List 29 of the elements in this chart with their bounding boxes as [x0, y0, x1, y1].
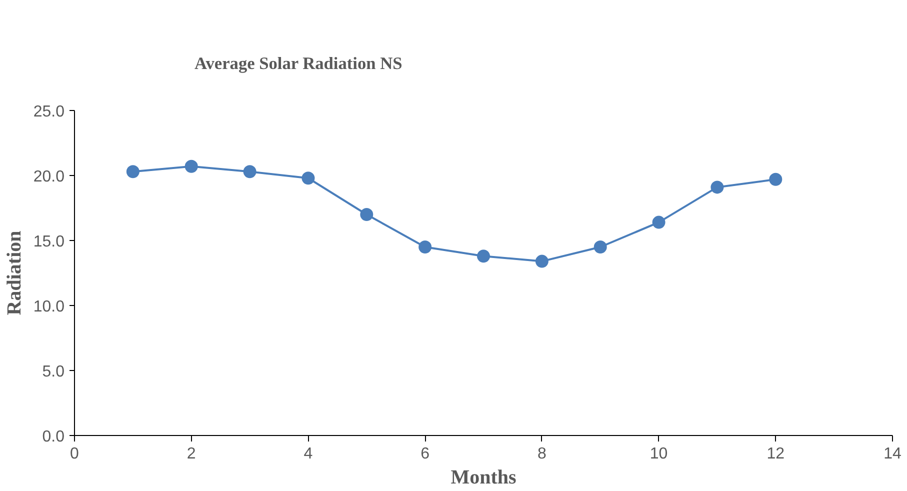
- x-tick-label: 6: [420, 446, 430, 462]
- y-axis-title: Radiation: [3, 230, 26, 316]
- point: [418, 240, 432, 254]
- point: [184, 160, 198, 173]
- x-tick-label: 0: [70, 446, 80, 462]
- point: [710, 180, 724, 194]
- x-tick-label: 10: [650, 446, 668, 462]
- y-tick-label: 0.0: [42, 428, 65, 446]
- y-tick-label: 20.0: [33, 168, 65, 186]
- point: [302, 172, 315, 185]
- x-axis-title: Months: [450, 466, 516, 488]
- point: [535, 254, 548, 268]
- y-tick-label: 25.0: [33, 104, 65, 120]
- point: [360, 208, 374, 221]
- y-tick-label: 15.0: [33, 234, 65, 250]
- point: [477, 250, 490, 263]
- point: [243, 165, 256, 178]
- point: [652, 216, 666, 229]
- y-tick-label: 5.0: [42, 364, 65, 380]
- x-tick-label: 14: [884, 446, 902, 462]
- x-tick-label: 8: [537, 446, 546, 462]
- point: [594, 240, 607, 254]
- x-tick-label: 4: [304, 446, 313, 462]
- point: [769, 172, 782, 186]
- y-tick-label: 10.0: [33, 298, 65, 316]
- x-tick-label: 2: [186, 446, 196, 462]
- x-tick-label: 12: [766, 446, 785, 462]
- chart-title: Average Solar Radiation NS: [194, 54, 402, 73]
- point: [126, 165, 140, 178]
